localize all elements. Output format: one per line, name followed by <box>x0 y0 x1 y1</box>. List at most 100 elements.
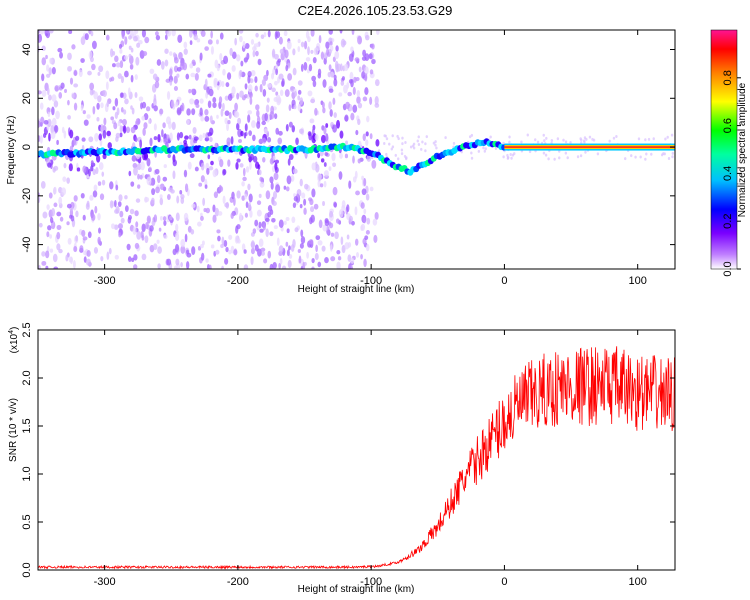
noise-mark <box>157 133 161 143</box>
noise-mark <box>358 66 362 73</box>
noise-mark <box>51 67 56 75</box>
noise-mark <box>65 254 69 262</box>
y-tick-label: 0.5 <box>21 514 33 529</box>
noise-mark <box>309 118 314 123</box>
noise-mark <box>80 36 86 46</box>
noise-mark <box>608 139 611 143</box>
noise-mark <box>176 132 180 141</box>
noise-mark <box>66 177 70 184</box>
carrier-band-core <box>504 146 675 148</box>
noise-mark <box>242 40 246 49</box>
noise-mark <box>54 85 60 92</box>
noise-mark <box>212 102 217 109</box>
snr-panel: -300 -200 -100 0 100 0.0 0.5 1.0 1.5 2.0 2.5 Heig… <box>8 322 676 595</box>
noise-mark <box>371 159 377 169</box>
x-tick-label: -300 <box>94 275 116 287</box>
noise-mark <box>97 95 102 103</box>
noise-mark <box>311 75 316 82</box>
noise-mark <box>363 258 367 268</box>
noise-mark <box>176 107 182 116</box>
noise-mark <box>136 230 142 240</box>
noise-mark <box>224 110 230 117</box>
noise-mark <box>663 152 666 156</box>
noise-mark <box>265 228 269 238</box>
noise-mark <box>247 183 251 191</box>
noise-mark <box>67 52 72 61</box>
noise-mark <box>75 135 80 141</box>
noise-mark <box>347 91 352 97</box>
noise-mark <box>38 196 41 204</box>
noise-mark <box>124 98 129 105</box>
noise-mark <box>223 239 228 248</box>
noise-mark <box>189 40 193 46</box>
noise-mark <box>412 142 416 146</box>
noise-mark <box>338 171 343 180</box>
noise-mark <box>377 149 381 153</box>
noise-mark <box>470 156 474 160</box>
noise-mark <box>124 36 128 45</box>
noise-mark <box>69 129 74 139</box>
noise-mark <box>154 168 160 175</box>
noise-mark <box>193 34 198 41</box>
noise-mark <box>134 74 138 80</box>
noise-mark <box>51 207 56 217</box>
noise-mark <box>303 261 307 266</box>
noise-mark <box>356 96 361 104</box>
noise-mark <box>256 121 261 129</box>
noise-mark <box>46 64 50 72</box>
noise-mark <box>47 111 51 118</box>
noise-mark <box>286 175 292 185</box>
noise-mark <box>146 176 152 186</box>
noise-mark <box>127 87 131 96</box>
noise-mark <box>340 80 345 86</box>
noise-mark <box>362 96 368 102</box>
noise-mark <box>58 196 63 205</box>
noise-mark <box>130 126 136 134</box>
noise-mark <box>307 131 312 137</box>
noise-mark <box>106 251 110 260</box>
noise-mark <box>81 137 86 142</box>
noise-mark <box>42 133 47 138</box>
noise-mark <box>262 88 267 97</box>
noise-mark <box>200 215 204 221</box>
snr-series-line <box>38 346 675 570</box>
noise-mark <box>41 45 46 52</box>
noise-mark <box>159 197 164 206</box>
noise-mark <box>182 62 188 71</box>
noise-mark <box>484 147 487 151</box>
noise-mark <box>135 221 139 228</box>
noise-mark <box>217 235 221 242</box>
noise-mark <box>41 251 46 257</box>
noise-mark <box>350 112 355 121</box>
noise-mark <box>159 216 163 221</box>
noise-mark <box>56 231 61 240</box>
y-tick-label: -40 <box>21 237 33 253</box>
noise-mark <box>513 152 516 156</box>
noise-mark <box>172 248 177 256</box>
noise-mark <box>196 205 200 213</box>
noise-mark <box>131 155 137 162</box>
noise-mark <box>169 79 173 86</box>
noise-mark <box>101 179 106 186</box>
noise-mark <box>364 72 368 82</box>
noise-mark <box>117 201 122 207</box>
noise-mark <box>79 245 84 252</box>
noise-mark <box>112 63 116 68</box>
spectrogram-frame <box>37 29 676 270</box>
noise-mark <box>247 70 252 78</box>
noise-mark <box>482 146 485 150</box>
noise-mark <box>67 115 71 120</box>
noise-mark <box>176 73 180 78</box>
noise-mark <box>269 263 274 269</box>
noise-mark <box>290 175 295 182</box>
noise-mark <box>195 67 201 73</box>
noise-mark <box>101 171 105 177</box>
noise-mark <box>212 204 216 213</box>
noise-mark <box>278 262 282 269</box>
noise-mark <box>333 74 337 81</box>
noise-mark <box>432 141 436 145</box>
noise-mark <box>175 258 180 266</box>
noise-mark <box>310 214 315 223</box>
noise-mark <box>274 159 279 164</box>
noise-mark <box>118 232 122 238</box>
